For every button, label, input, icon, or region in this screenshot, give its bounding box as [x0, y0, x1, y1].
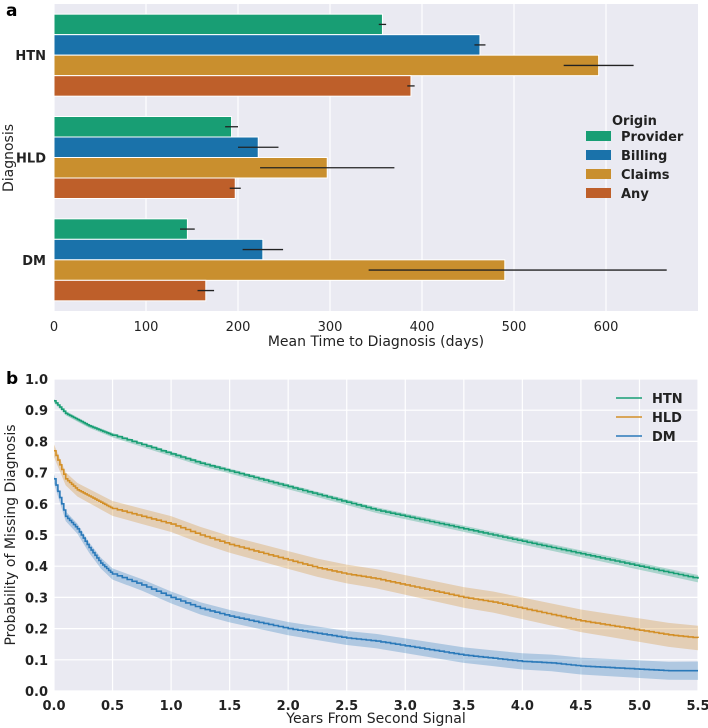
legend-swatch-provider — [586, 131, 611, 141]
panel-b-y-tick: 0.0 — [25, 685, 48, 700]
panel-b-x-tick: 1.0 — [160, 699, 183, 714]
panel-b-x-tick: 5.0 — [628, 699, 651, 714]
bar-htn-provider — [53, 13, 383, 36]
legend-swatch-claims — [586, 169, 611, 179]
panel-b-y-tick: 0.3 — [25, 591, 48, 606]
panel-b-x-tick: 5.5 — [686, 699, 708, 714]
panel-a-x-tick: 400 — [410, 320, 435, 335]
panel-a-x-tick: 300 — [318, 320, 343, 335]
panel-a-y-tick-dm: DM — [22, 254, 46, 269]
panel-b-y-tick: 0.7 — [25, 467, 48, 482]
bar-hld-any — [53, 177, 236, 199]
panel-b-y-tick: 0.2 — [25, 623, 48, 638]
panel-b-y-tick: 0.4 — [25, 560, 48, 575]
panel-b-x-tick: 4.5 — [569, 699, 592, 714]
bar-htn-billing — [53, 34, 481, 56]
panel-b-x-axis-label: Years From Second Signal — [285, 711, 466, 727]
panel-b-legend: HTN HLD DM — [616, 392, 683, 445]
line-dm — [54, 478, 698, 672]
panel-b-y-tick: 0.8 — [25, 435, 48, 450]
panel-b-y-tick: 1.0 — [25, 373, 48, 388]
legend-label-htn: HTN — [652, 392, 683, 407]
panel-b-y-tick: 0.6 — [25, 498, 48, 513]
ci-band-hld — [54, 444, 698, 651]
panel-b-x-tick: 2.0 — [277, 699, 300, 714]
panel-a-x-tick: 100 — [134, 320, 159, 335]
legend-swatch-billing — [586, 150, 611, 160]
panel-b-x-tick: 4.0 — [511, 699, 534, 714]
panel-a-y-axis-label: Diagnosis — [1, 124, 17, 192]
panel-a-label: a — [6, 1, 17, 21]
panel-b: b 0.0 0.5 1.0 1.5 2.0 2.5 3.0 3.5 4.0 4.5 5.0 5.5 0… — [3, 369, 708, 727]
panel-a-x-tick: 0 — [50, 320, 58, 335]
legend-label-hld: HLD — [652, 411, 682, 426]
legend-swatch-any — [586, 188, 611, 198]
panel-a-x-tick: 200 — [226, 320, 251, 335]
panel-b-y-axis-label: Probability of Missing Diagnosis — [3, 424, 19, 645]
panel-a-y-tick-hld: HLD — [16, 152, 46, 167]
panel-b-x-tick: 0.0 — [42, 699, 65, 714]
panel-a: a 0 100 200 300 400 500 600 HTN HLD DM Mean Time… — [1, 1, 698, 350]
panel-b-x-tick: 3.5 — [452, 699, 475, 714]
legend-label-any: Any — [621, 187, 649, 202]
panel-a-x-tick: 600 — [594, 320, 619, 335]
legend-label-claims: Claims — [621, 168, 670, 183]
line-htn — [54, 400, 699, 579]
legend-label-provider: Provider — [621, 130, 684, 145]
panel-a-y-tick-htn: HTN — [15, 49, 46, 64]
panel-b-label: b — [6, 369, 18, 389]
legend-label-billing: Billing — [621, 149, 667, 164]
panel-b-x-tick: 3.0 — [394, 699, 417, 714]
panel-b-y-tick: 0.9 — [25, 404, 48, 419]
panel-b-y-tick: 0.1 — [25, 654, 48, 669]
bar-dm-provider — [53, 218, 188, 240]
panel-b-x-tick: 0.5 — [101, 699, 124, 714]
panel-a-x-axis-label: Mean Time to Diagnosis (days) — [268, 334, 484, 350]
line-hld — [54, 449, 699, 639]
panel-b-x-tick: 2.5 — [335, 699, 358, 714]
panel-a-legend: Origin Provider Billing Claims Any — [586, 114, 684, 202]
panel-b-x-tick: 1.5 — [218, 699, 241, 714]
bar-dm-any — [53, 279, 207, 302]
legend-label-dm: DM — [652, 430, 676, 445]
bar-htn-any — [53, 75, 412, 97]
ci-band-dm — [54, 474, 698, 680]
bar-htn-claims — [53, 54, 600, 77]
panel-b-y-tick: 0.5 — [25, 529, 48, 544]
bar-dm-billing — [53, 238, 264, 261]
bar-hld-billing — [53, 136, 259, 158]
bar-hld-provider — [53, 116, 233, 138]
legend-title: Origin — [612, 114, 657, 129]
panel-a-x-tick: 500 — [502, 320, 527, 335]
